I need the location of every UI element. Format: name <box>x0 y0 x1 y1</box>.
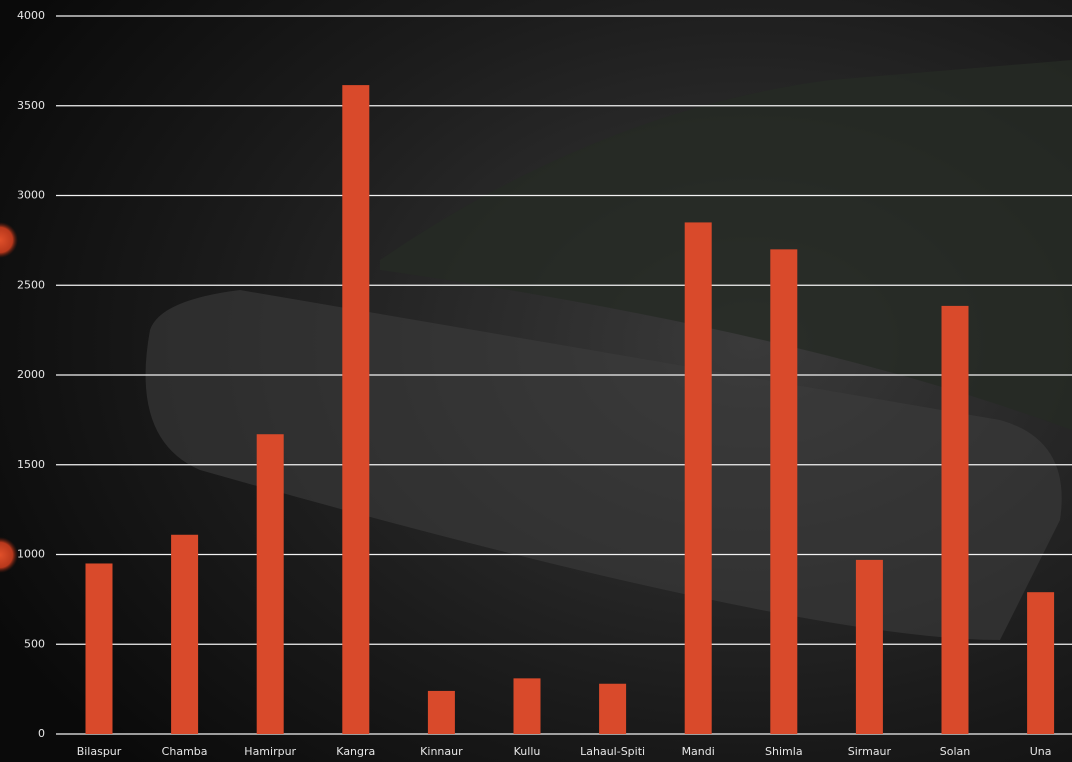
y-tick-label: 500 <box>24 637 45 650</box>
x-tick-label: Bilaspur <box>77 745 122 758</box>
decor-dot <box>0 222 18 258</box>
bar <box>256 434 284 734</box>
decor-dot <box>0 537 18 573</box>
bar <box>599 683 627 734</box>
y-tick-label: 2000 <box>17 368 45 381</box>
x-tick-label: Solan <box>940 745 971 758</box>
x-tick-label: Una <box>1030 745 1052 758</box>
y-tick-label: 0 <box>38 727 45 740</box>
y-tick-label: 3000 <box>17 189 45 202</box>
x-tick-label: Sirmaur <box>848 745 892 758</box>
x-tick-label: Mandi <box>682 745 715 758</box>
x-tick-label: Shimla <box>765 745 803 758</box>
y-tick-label: 3500 <box>17 99 45 112</box>
y-tick-label: 2500 <box>17 278 45 291</box>
bar <box>85 563 113 734</box>
hill-shape <box>380 60 1072 430</box>
y-tick-label: 1000 <box>17 548 45 561</box>
x-tick-label: Kullu <box>514 745 541 758</box>
x-tick-label: Chamba <box>162 745 208 758</box>
bar <box>1027 592 1055 734</box>
x-tick-label: Kangra <box>336 745 375 758</box>
bar <box>342 85 370 735</box>
bar <box>427 690 455 734</box>
x-tick-label: Lahaul-Spiti <box>580 745 645 758</box>
bar <box>171 534 199 734</box>
x-tick-label: Kinnaur <box>420 745 463 758</box>
y-tick-label: 1500 <box>17 458 45 471</box>
y-tick-label: 4000 <box>17 9 45 22</box>
bar <box>941 305 969 734</box>
bar <box>513 678 541 734</box>
bar <box>684 222 712 735</box>
x-tick-label: Hamirpur <box>244 745 296 758</box>
bar <box>770 249 798 734</box>
bar <box>855 559 883 734</box>
